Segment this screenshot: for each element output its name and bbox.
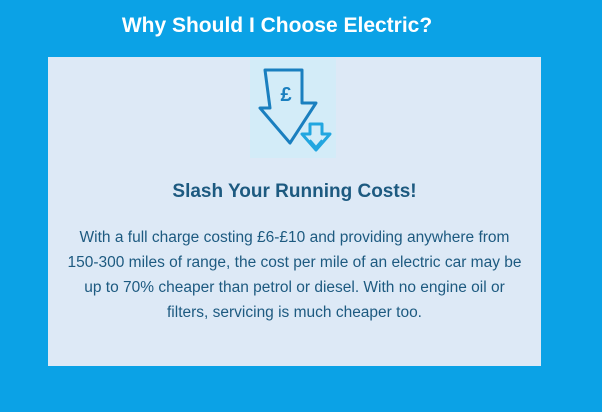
card-body: With a full charge costing £6-£10 and pr… (67, 229, 522, 321)
page-title: Why Should I Choose Electric? (121, 14, 433, 37)
pound-down-arrow-icon: £ (250, 58, 336, 158)
svg-text:£: £ (280, 84, 291, 106)
info-card: £ Slash Your Running Costs! With a full … (48, 57, 541, 366)
card-heading: Slash Your Running Costs! (172, 181, 417, 202)
